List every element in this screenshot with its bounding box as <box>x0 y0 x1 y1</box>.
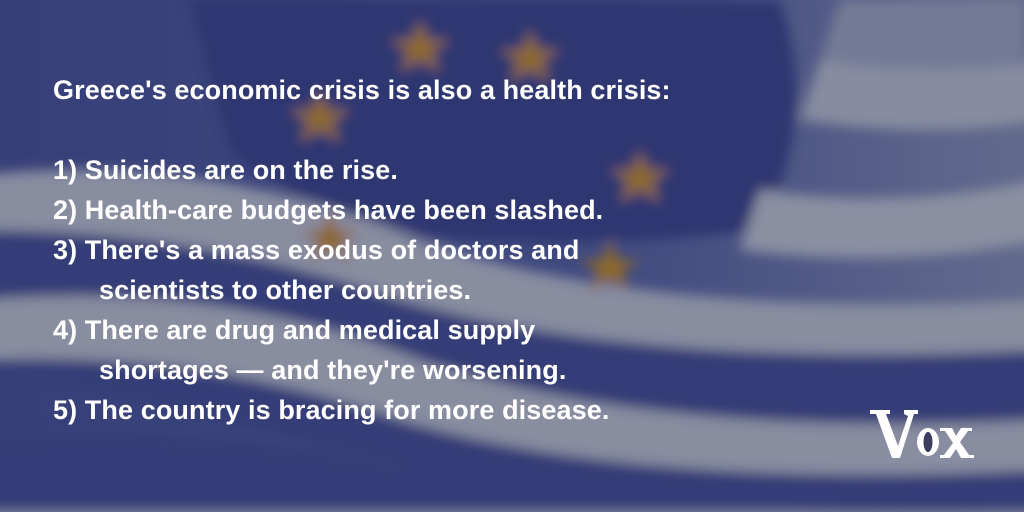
headline: Greece's economic crisis is also a healt… <box>53 75 671 105</box>
text-content: Greece's economic crisis is also a healt… <box>53 70 833 430</box>
crisis-list: 1) Suicides are on the rise. 2) Health-c… <box>53 150 833 430</box>
list-item: 5) The country is bracing for more disea… <box>53 390 833 430</box>
list-item-text-continued: shortages — and they're worsening. <box>99 355 567 385</box>
list-item-text: 4) There are drug and medical supply <box>53 315 536 345</box>
list-item: 3) There's a mass exodus of doctors and … <box>53 230 833 310</box>
vox-logo <box>868 402 978 466</box>
list-item-text: 1) Suicides are on the rise. <box>53 155 398 185</box>
list-item-text: 2) Health-care budgets have been slashed… <box>53 195 604 225</box>
list-item-text: 3) There's a mass exodus of doctors and <box>53 235 580 265</box>
list-item-text: 5) The country is bracing for more disea… <box>53 395 610 425</box>
list-item-text-continued: scientists to other countries. <box>99 275 472 305</box>
list-item: 2) Health-care budgets have been slashed… <box>53 190 833 230</box>
list-item: 1) Suicides are on the rise. <box>53 150 833 190</box>
vox-logo-mark <box>870 410 974 458</box>
list-item: 4) There are drug and medical supply sho… <box>53 310 833 390</box>
